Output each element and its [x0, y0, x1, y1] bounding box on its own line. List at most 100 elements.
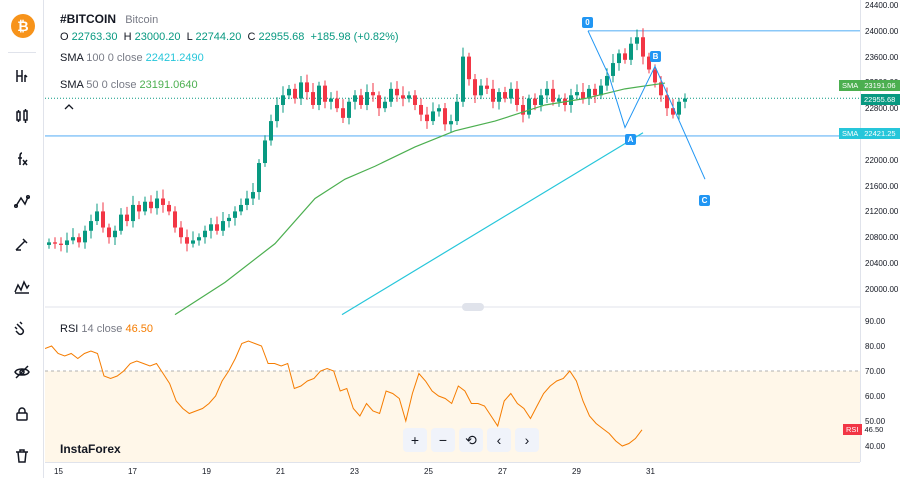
candle-body [677, 101, 681, 115]
sma50-price-badge: SMA 23191.06 [839, 80, 900, 91]
candle-body [551, 88, 555, 102]
candle-body [293, 88, 297, 99]
wave-label-a[interactable]: A [625, 134, 636, 145]
candle-body [425, 114, 429, 122]
candle-body [569, 95, 573, 105]
candle-body [335, 98, 339, 109]
candle-body [101, 211, 105, 228]
line-drawing-icon[interactable] [6, 186, 38, 218]
symbol-name[interactable]: #BITCOIN [60, 12, 117, 26]
brush-icon[interactable] [6, 228, 38, 260]
magnet-icon[interactable] [6, 313, 38, 345]
candle-body [251, 192, 255, 199]
time-tick-label: 25 [424, 467, 433, 476]
rsi-value: 46.50 [125, 323, 153, 335]
rsi-legend[interactable]: RSI 14 close 46.50 [60, 323, 153, 335]
candle-body [257, 163, 261, 193]
price-tick-label: 22000.00 [865, 155, 899, 165]
candle-body [473, 79, 477, 96]
rsi-line [45, 340, 643, 447]
fibonacci-h-icon[interactable] [6, 60, 38, 92]
wave-label-0[interactable]: 0 [582, 17, 593, 28]
price-tick-label: 21200.00 [865, 207, 899, 217]
candle-body [587, 88, 591, 99]
candle-body [311, 92, 315, 105]
candle-body [305, 82, 309, 93]
change-value: +185.98 (+0.82%) [310, 31, 399, 43]
candle-body [323, 85, 327, 102]
candle-body [605, 75, 609, 86]
rsi-name: RSI [60, 323, 79, 335]
candle-body [497, 92, 501, 102]
price-axis[interactable]: 24400.0024000.0023600.0023200.0022800.00… [860, 0, 900, 462]
candle-body [635, 37, 639, 44]
fx-indicators-icon[interactable] [6, 143, 38, 175]
candle-body [539, 95, 543, 105]
zoom-in-button[interactable]: + [403, 428, 427, 452]
candle-body [161, 198, 165, 205]
time-tick-label: 27 [498, 467, 507, 476]
open-value: 22763.30 [71, 31, 118, 43]
candle-body [269, 121, 273, 141]
watermark-logo: InstaForex [60, 442, 121, 456]
rsi-tick-label: 90.00 [865, 317, 886, 326]
close-value: 22955.68 [258, 31, 305, 43]
sma100-legend[interactable]: SMA 100 0 close 22421.2490 [60, 52, 204, 64]
pattern-icon[interactable] [6, 271, 38, 303]
candle-body [263, 140, 267, 164]
candle-body [575, 92, 579, 96]
candle-body [155, 198, 159, 209]
chart-area[interactable] [45, 0, 860, 462]
chart-canvas[interactable] [45, 0, 860, 462]
candle-body [665, 95, 669, 109]
pane-resize-handle[interactable] [462, 303, 484, 311]
candle-body [509, 88, 513, 99]
time-tick-label: 31 [646, 467, 655, 476]
candle-body [47, 242, 51, 245]
candle-body [167, 204, 171, 212]
scroll-back-button[interactable]: ‹ [487, 428, 511, 452]
candle-body [341, 108, 345, 118]
wave-label-c[interactable]: C [699, 195, 710, 206]
candle-body [377, 95, 381, 109]
sma100-price-badge: SMA 22421.25 [839, 128, 900, 139]
candle-body [611, 63, 615, 76]
zoom-out-button[interactable]: − [431, 428, 455, 452]
candle-body [275, 104, 279, 122]
toolbar-separator [8, 52, 36, 53]
candle-body [617, 53, 621, 64]
trash-icon[interactable] [6, 440, 38, 472]
collapse-legend-icon[interactable] [60, 100, 78, 114]
candle-body [557, 98, 561, 102]
lock-icon[interactable] [6, 398, 38, 430]
candle-body [89, 221, 93, 231]
wave-label-b[interactable]: B [650, 51, 661, 62]
candle-body [431, 111, 435, 122]
candle-body [407, 95, 411, 99]
candle-body [299, 82, 303, 99]
candle-body [647, 56, 651, 70]
price-tick-label: 20000.00 [865, 284, 899, 294]
candle-body [629, 43, 633, 60]
candle-body [545, 88, 549, 96]
candle-body [653, 69, 657, 83]
sma100-line [341, 132, 644, 316]
candle-body [209, 224, 213, 231]
bitcoin-logo-icon[interactable]: ₿ [11, 14, 35, 38]
time-axis[interactable]: 15 17 19 21 23 25 27 29 31 [45, 462, 860, 478]
candles-icon[interactable] [6, 100, 38, 132]
candle-body [485, 85, 489, 89]
candle-body [515, 88, 519, 105]
high-label: H [123, 31, 132, 43]
rsi-params: 14 close [81, 323, 123, 335]
candle-body [245, 198, 249, 205]
candle-body [365, 92, 369, 105]
scroll-forward-button[interactable]: › [515, 428, 539, 452]
reset-chart-button[interactable]: ⟲ [459, 428, 483, 452]
candle-body [449, 121, 453, 125]
eye-off-icon[interactable] [6, 356, 38, 388]
sma50-value: 23191.0640 [139, 79, 198, 91]
sma100-value: 22421.2490 [145, 52, 204, 64]
price-tick-label: 20400.00 [865, 259, 899, 268]
sma50-legend[interactable]: SMA 50 0 close 23191.0640 [60, 79, 198, 91]
